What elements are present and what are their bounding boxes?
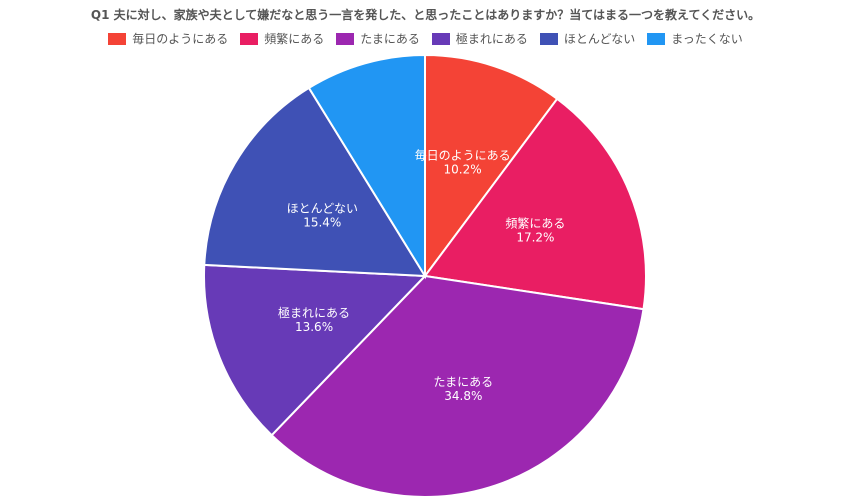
legend-item-5[interactable]: まったくない [647, 30, 743, 47]
legend-label: まったくない [671, 32, 743, 46]
legend-swatch [108, 32, 127, 45]
pie-slice-3[interactable] [203, 263, 428, 437]
slice-category-label: ほとんどない [287, 201, 358, 215]
legend-label: ほとんどない [563, 32, 636, 46]
legend-swatch [240, 32, 259, 45]
legend-swatch [336, 32, 355, 45]
slice-value-label: 13.6% [295, 320, 333, 334]
legend-swatch [539, 32, 558, 45]
legend-swatch [647, 32, 666, 45]
legend-item-1[interactable]: 頻繁にある [240, 30, 324, 47]
legend-item-2[interactable]: たまにある [336, 30, 420, 47]
chart-title: Q1 夫に対し、家族や夫として嫌だなと思う一言を発した、と思ったことはありますか… [90, 8, 761, 22]
slice-value-label: 34.8% [444, 389, 482, 403]
pie-slice-5[interactable] [307, 53, 426, 280]
legend-item-3[interactable]: 極まれにある [431, 30, 528, 47]
legend-item-0[interactable]: 毎日のようにある [108, 30, 228, 47]
pie-slice-0[interactable] [424, 53, 559, 280]
chart-legend: 毎日のようにある 頻繁にある たまにある 極まれにある ほとんどない まったくな… [0, 30, 851, 47]
slice-category-label: たまにある [433, 375, 493, 389]
legend-swatch [431, 32, 450, 45]
pie-slice-4[interactable] [203, 86, 427, 278]
slice-category-label: 頻繁にある [505, 216, 565, 231]
slice-category-label: 毎日のようにある [415, 148, 511, 163]
slice-value-label: 10.2% [444, 163, 482, 177]
pie-slice-2[interactable] [270, 274, 645, 498]
slice-value-label: 15.4% [303, 215, 341, 229]
slice-category-label: 極まれにある [278, 305, 350, 320]
pie-slice-1[interactable] [423, 97, 647, 311]
slice-value-label: 17.2% [516, 231, 554, 245]
legend-label: 極まれにある [455, 32, 528, 46]
legend-label: 毎日のようにある [132, 32, 229, 46]
legend-label: たまにある [360, 32, 420, 46]
legend-item-4[interactable]: ほとんどない [539, 30, 636, 47]
legend-label: 頻繁にある [264, 32, 325, 46]
